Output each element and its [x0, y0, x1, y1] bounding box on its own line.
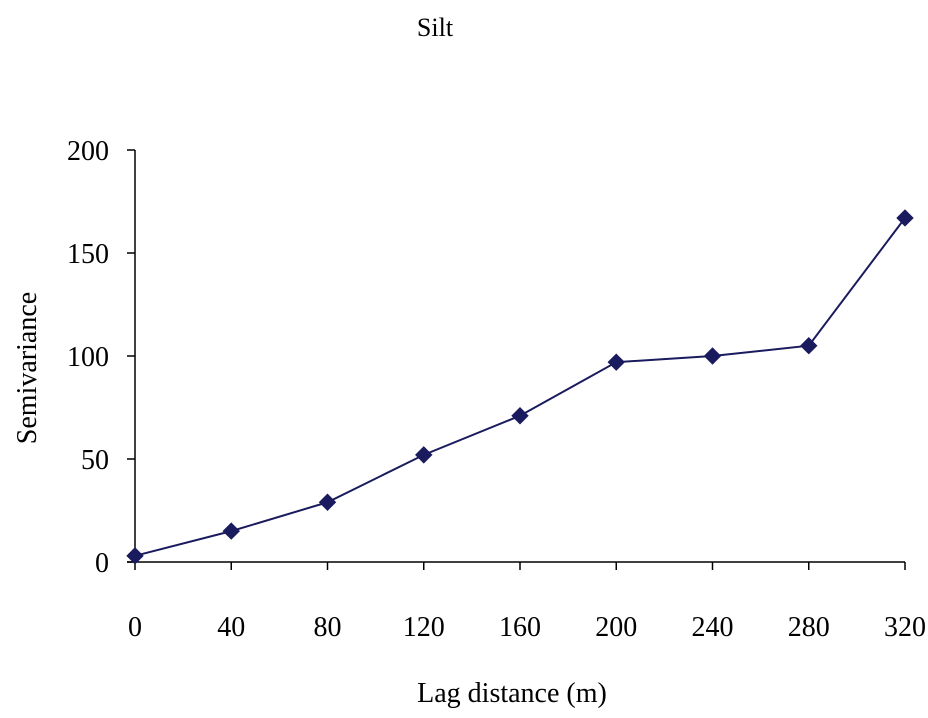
- x-tick-label: 200: [595, 612, 637, 643]
- data-point-marker: [318, 493, 337, 511]
- y-tick-label: 100: [67, 342, 109, 373]
- x-tick-label: 280: [788, 612, 830, 643]
- data-point-marker: [511, 407, 529, 425]
- data-point-marker: [415, 446, 433, 464]
- x-tick-label: 240: [692, 612, 734, 643]
- x-axis-label: Lag distance (m): [417, 678, 607, 709]
- data-point-marker: [703, 347, 722, 365]
- y-ticks: 0 50 100 150 200: [67, 136, 135, 579]
- data-point-marker: [126, 547, 144, 565]
- x-tick-label: 40: [217, 612, 245, 643]
- x-tick-label: 0: [128, 612, 142, 643]
- chart-title: Silt: [417, 13, 454, 42]
- data-point-marker: [800, 336, 818, 355]
- series-line: [134, 217, 906, 557]
- y-tick-label: 200: [67, 136, 109, 167]
- x-tick-label: 80: [314, 612, 342, 643]
- y-tick-label: 0: [95, 548, 109, 579]
- series-semivariance: [126, 209, 914, 565]
- x-tick-label: 160: [499, 612, 541, 643]
- data-point-marker: [896, 209, 914, 227]
- x-tick-label: 120: [403, 612, 445, 643]
- x-ticks: 0 40 80 120 160 200 240 280 320: [128, 562, 926, 643]
- data-point-marker: [222, 522, 240, 540]
- y-axis-label: Semivariance: [12, 292, 43, 444]
- y-tick-label: 150: [67, 239, 109, 270]
- x-tick-label: 320: [884, 612, 926, 643]
- data-point-marker: [607, 353, 625, 371]
- y-tick-label: 50: [81, 445, 109, 476]
